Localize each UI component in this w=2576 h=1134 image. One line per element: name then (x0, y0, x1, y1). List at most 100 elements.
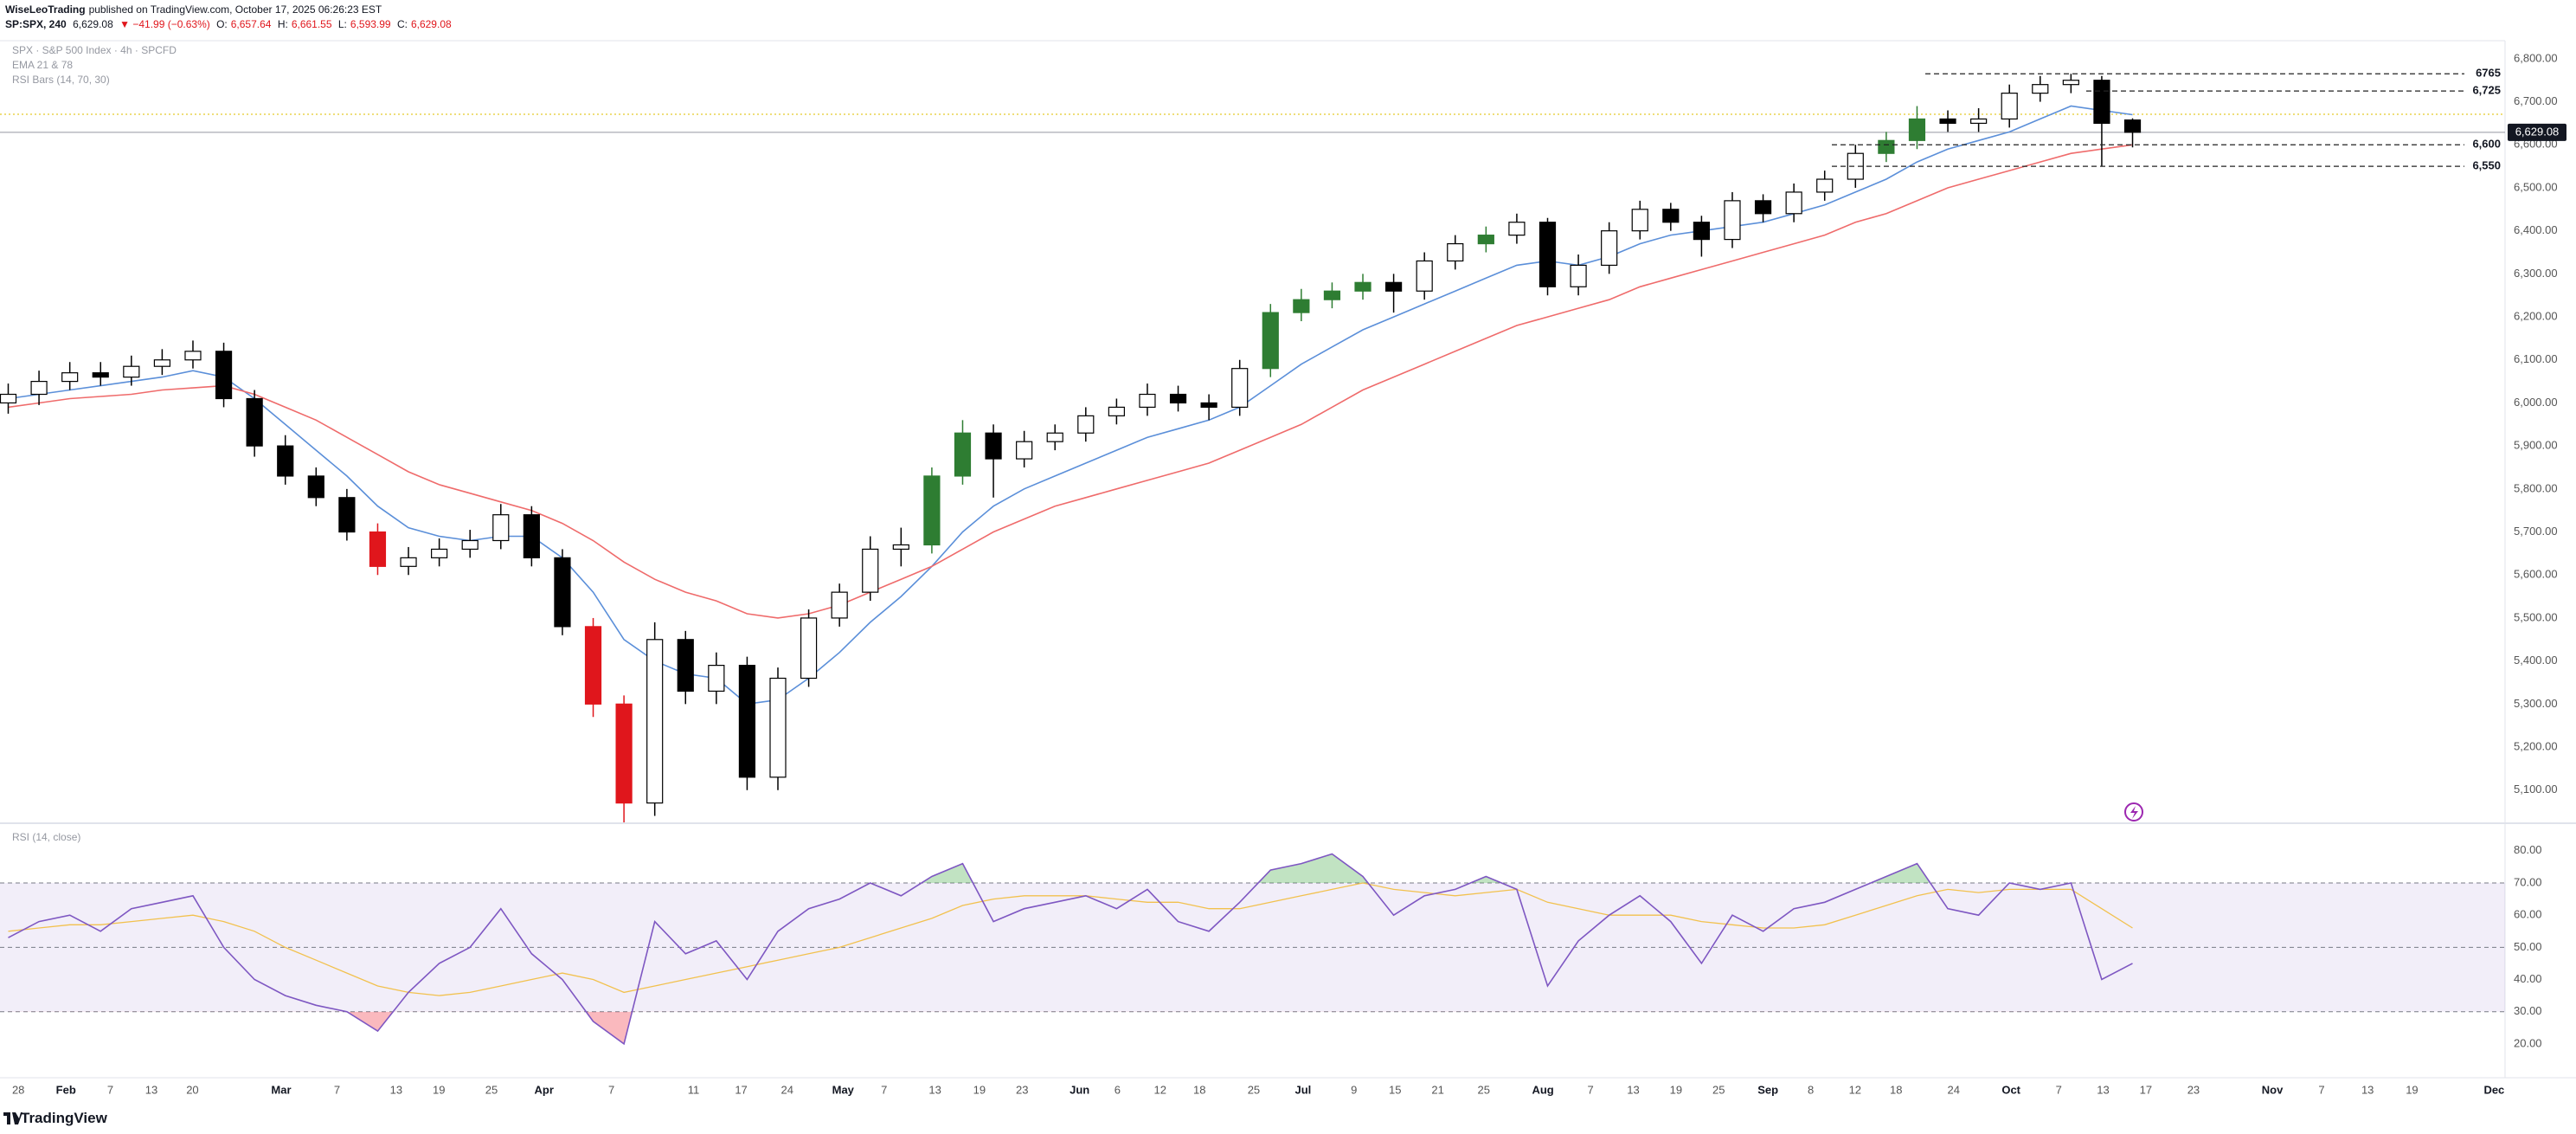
candle-body (1816, 178, 1834, 193)
candle-body (1231, 368, 1249, 409)
rsi-tick-label: 30.00 (2514, 1004, 2542, 1017)
x-tick-label: 17 (2140, 1083, 2152, 1096)
alert-icon[interactable] (2124, 802, 2143, 822)
c-label: C: (396, 18, 408, 30)
rsi-ma-line (8, 882, 2133, 996)
candle-body (215, 351, 233, 400)
l-label: L: (337, 18, 347, 30)
rsi-line (8, 853, 2133, 1046)
h-value: 6,661.55 (291, 18, 332, 30)
y-tick-label: 6,000.00 (2514, 396, 2558, 409)
candle-body (2093, 80, 2110, 125)
y-tick-label: 6,400.00 (2514, 223, 2558, 236)
candle-body (1601, 230, 1618, 267)
candle-body (1384, 281, 1403, 292)
candle-body (2123, 119, 2142, 133)
y-tick-label: 6,100.00 (2514, 352, 2558, 365)
x-tick-label: 28 (12, 1083, 24, 1096)
x-tick-label: 25 (485, 1083, 498, 1096)
x-tick-label: 25 (1248, 1083, 1260, 1096)
candle-body (400, 557, 417, 567)
candle-body (954, 432, 972, 477)
candle-body (1539, 222, 1557, 287)
candle-body (1416, 260, 1433, 292)
change: ▼ −41.99 (−0.63%) (119, 18, 210, 30)
candle-body (1139, 393, 1156, 409)
price-pane (0, 74, 2505, 822)
candle-body (1662, 209, 1680, 223)
x-tick-label: 12 (1153, 1083, 1166, 1096)
y-tick-label: 6,500.00 (2514, 180, 2558, 193)
y-tick-label: 5,200.00 (2514, 739, 2558, 752)
y-tick-label: 6,700.00 (2514, 94, 2558, 107)
x-tick-label: 7 (881, 1083, 887, 1096)
x-tick-label: 24 (781, 1083, 793, 1096)
candle-body (892, 544, 909, 551)
rsi-tick-label: 60.00 (2514, 908, 2542, 921)
y-tick-label: 5,300.00 (2514, 697, 2558, 710)
x-tick-label: 24 (1948, 1083, 1960, 1096)
x-tick-label: 13 (2361, 1083, 2374, 1096)
x-tick-label: 17 (735, 1083, 747, 1096)
candle-body (1200, 402, 1217, 409)
x-tick-label: 7 (1588, 1083, 1594, 1096)
candle-body (584, 626, 602, 705)
rsi-title: RSI (14, close) (12, 831, 80, 843)
candle-body (2062, 80, 2079, 86)
candle-body (246, 397, 263, 447)
legend-symbol: SPX · S&P 500 Index · 4h · SPCFD (12, 44, 177, 56)
x-tick-label: 19 (2406, 1083, 2418, 1096)
level-label: 6,550 (2472, 159, 2501, 172)
x-tick-label: 20 (186, 1083, 198, 1096)
x-tick-label: 23 (2187, 1083, 2200, 1096)
x-tick-label: Oct (2001, 1083, 2020, 1096)
x-tick-label: 15 (1389, 1083, 1401, 1096)
candle-body (800, 617, 818, 680)
candle-body (615, 703, 633, 804)
rsi-tick-label: 80.00 (2514, 843, 2542, 856)
x-tick-label: 18 (1193, 1083, 1205, 1096)
c-value: 6,629.08 (410, 18, 452, 30)
candle-body (708, 665, 725, 693)
brand: TradingView (21, 1110, 107, 1126)
candle-body (523, 514, 540, 558)
level-label: 6765 (2476, 67, 2501, 80)
last-price: 6,629.08 (73, 18, 113, 30)
candle-body (30, 381, 48, 396)
x-tick-label: 7 (608, 1083, 614, 1096)
candle-body (2001, 93, 2018, 120)
x-tick-label: Nov (2262, 1083, 2284, 1096)
candle-body (1970, 118, 1988, 125)
x-tick-label: 9 (1351, 1083, 1357, 1096)
y-tick-label: 5,100.00 (2514, 783, 2558, 796)
rsi-tick-label: 50.00 (2514, 940, 2542, 953)
x-tick-label: 25 (1478, 1083, 1490, 1096)
ema-line (8, 144, 2133, 619)
x-tick-label: 19 (973, 1083, 986, 1096)
candle-body (646, 639, 664, 804)
candle-body (1477, 235, 1494, 245)
candle-body (461, 539, 479, 551)
candle-body (123, 365, 140, 378)
candle-body (1108, 406, 1125, 416)
x-tick-label: Mar (271, 1083, 291, 1096)
published: published on TradingView.com, October 17… (88, 3, 382, 16)
x-tick-label: 13 (928, 1083, 941, 1096)
y-tick-label: 5,500.00 (2514, 610, 2558, 623)
x-tick-label: 13 (2097, 1083, 2109, 1096)
candle-body (985, 432, 1002, 460)
candle-body (1016, 441, 1033, 460)
x-tick-label: Jul (1294, 1083, 1311, 1096)
x-tick-label: 7 (2318, 1083, 2324, 1096)
candle-body (923, 475, 941, 546)
candle-body (0, 393, 17, 404)
x-tick-label: May (832, 1083, 855, 1096)
candle-body (92, 372, 109, 378)
y-tick-label: 5,900.00 (2514, 439, 2558, 452)
x-tick-label: Dec (2483, 1083, 2504, 1096)
h-label: H: (277, 18, 288, 30)
x-tick-label: 23 (1016, 1083, 1028, 1096)
y-tick-label: 5,800.00 (2514, 481, 2558, 494)
y-tick-label: 5,700.00 (2514, 525, 2558, 538)
